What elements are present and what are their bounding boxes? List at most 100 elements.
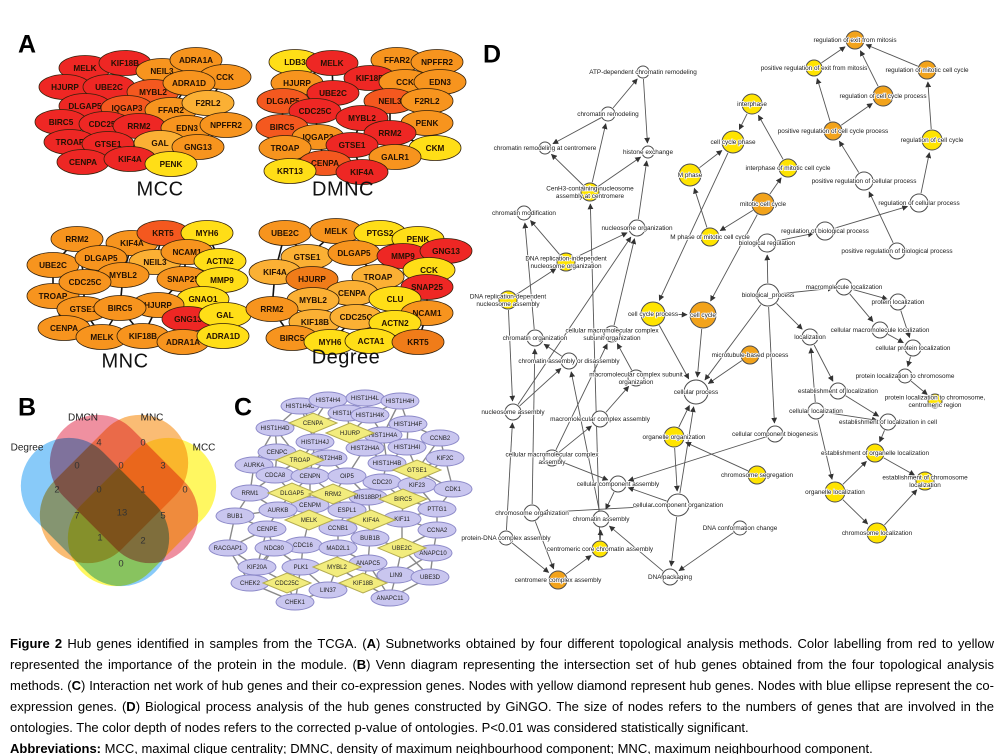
svg-text:MYBL2: MYBL2 [299, 296, 327, 305]
go-term-label: macromolecular complex subunit organizati… [589, 372, 683, 386]
go-term-label: establishment of organelle localization [821, 450, 929, 457]
go-term-node [538, 141, 552, 155]
svg-text:LDB3: LDB3 [284, 58, 306, 67]
go-term-label: DNA replication-dependent nucleosome asse… [470, 294, 547, 308]
coexpression-gene-node: BUB1B [350, 529, 390, 547]
go-term-node [523, 504, 541, 522]
go-term-label: chromosome organization [495, 510, 569, 517]
go-term-node [526, 329, 544, 347]
svg-text:GALR1: GALR1 [381, 153, 409, 162]
svg-text:KIF23: KIF23 [409, 483, 426, 489]
go-term-label: positive regulation of exit from mitosis [761, 65, 868, 72]
subnetwork-label-mnc: MNC [101, 350, 149, 373]
coexpression-gene-node: PTTG1 [417, 500, 457, 518]
hub-gene-node: BIRC5 [377, 488, 429, 510]
go-term-label: chromatin modification [492, 210, 556, 217]
go-term-node [663, 426, 685, 448]
go-term-label: biological_process [742, 292, 795, 299]
svg-text:NPFFR2: NPFFR2 [210, 121, 242, 130]
hub-gene-node: HJURP [324, 422, 376, 444]
venn-count: 0 [118, 460, 124, 472]
svg-text:PTGS2: PTGS2 [367, 229, 394, 238]
svg-text:GTSE1: GTSE1 [407, 468, 427, 474]
svg-text:KIF11: KIF11 [394, 517, 410, 523]
panel-b-letter: B [17, 393, 37, 422]
go-term-node [879, 413, 897, 431]
svg-text:PENK: PENK [160, 160, 183, 169]
svg-text:ADRA1D: ADRA1D [206, 332, 240, 341]
coexpression-gene-node: HIST1H4D [255, 419, 295, 437]
svg-text:BIRC5: BIRC5 [280, 334, 305, 343]
go-term-label: chromatin assembly [573, 516, 631, 523]
go-term-label: microtubule-based process [712, 352, 789, 359]
svg-text:HJURP: HJURP [298, 275, 326, 284]
caption-text: Figure 2 Hub genes identified in samples… [10, 636, 994, 736]
go-term-label: positive regulation of cellular process [812, 178, 917, 185]
coexpression-gene-node: HIST1H4J [295, 433, 335, 451]
svg-text:CDC25C: CDC25C [275, 581, 300, 587]
svg-text:SNAP25: SNAP25 [411, 283, 443, 292]
go-term-label: protein localization to chromosome [856, 373, 955, 380]
svg-text:HIST1H4E: HIST1H4E [333, 411, 362, 417]
coexpression-gene-node: KIF20A [237, 558, 277, 576]
go-term-label: histone exchange [623, 149, 674, 156]
go-term-node [854, 171, 874, 191]
svg-text:ANAPC11: ANAPC11 [377, 596, 405, 602]
go-term-node [543, 449, 561, 467]
go-term-label: protein localization [872, 299, 925, 306]
go-term-node [829, 382, 847, 400]
go-term-node [757, 233, 777, 253]
svg-text:RRM1: RRM1 [241, 491, 259, 497]
coexpression-gene-node: CDK1 [433, 480, 473, 498]
go-term-node [580, 182, 600, 202]
panel-c-letter: C [233, 393, 253, 422]
svg-text:CDC25C: CDC25C [340, 313, 373, 322]
go-term-node [636, 65, 650, 79]
svg-text:MYH6: MYH6 [319, 338, 342, 347]
svg-text:BUB1B: BUB1B [360, 536, 380, 542]
go-term-label: ATP-dependent chromatin remodeling [589, 69, 697, 76]
go-term-node [556, 252, 576, 272]
svg-text:HIST1H4A: HIST1H4A [369, 433, 398, 439]
svg-text:MELK: MELK [324, 227, 347, 236]
svg-text:TROAP: TROAP [56, 138, 85, 147]
svg-text:CENPA: CENPA [311, 159, 339, 168]
go-term-label: macromolecule localization [806, 284, 883, 291]
coexpression-gene-node: CENPE [247, 520, 287, 538]
svg-text:HIST1H4F: HIST1H4F [394, 422, 423, 428]
coexpression-gene-node: KIF2C [425, 449, 465, 467]
go-term-label: cell cycle phase [710, 139, 756, 146]
svg-text:HIST1H4J: HIST1H4J [301, 440, 329, 446]
venn-count: 4 [96, 437, 102, 449]
svg-text:UBE2C: UBE2C [392, 546, 413, 552]
svg-text:CCK: CCK [396, 78, 414, 87]
svg-text:KRT5: KRT5 [152, 229, 174, 238]
svg-text:CDK1: CDK1 [445, 487, 462, 493]
svg-text:KRT5: KRT5 [407, 338, 429, 347]
svg-text:MELK: MELK [301, 518, 317, 524]
go-term-label: chromatin remodeling at centromere [494, 145, 597, 152]
go-term-label: interphase [737, 101, 767, 108]
coexpression-gene-node: CCNA2 [417, 521, 457, 539]
svg-text:CENPA: CENPA [303, 421, 323, 427]
venn-count: 2 [54, 484, 60, 496]
coexpression-gene-node: CCNB2 [420, 429, 460, 447]
go-term-label: regulation of cellular process [878, 200, 959, 207]
go-term-node [824, 481, 846, 503]
venn-count: 1 [97, 532, 103, 544]
svg-text:NDC80: NDC80 [264, 546, 284, 552]
svg-text:FFAR2: FFAR2 [158, 106, 184, 115]
svg-text:MYBL2: MYBL2 [109, 271, 137, 280]
svg-text:GNG13: GNG13 [184, 143, 212, 152]
coexpression-gene-node: KIF11 [382, 510, 422, 528]
svg-text:MYH6: MYH6 [196, 229, 219, 238]
svg-text:KIF18B: KIF18B [356, 74, 384, 83]
go-term-label: chromosome localization [842, 530, 913, 537]
go-term-label: cellular component organization [633, 502, 724, 509]
svg-text:CENPE: CENPE [257, 527, 278, 533]
svg-text:CCNB1: CCNB1 [328, 526, 349, 532]
svg-text:PTTG1: PTTG1 [427, 507, 447, 513]
svg-text:CCK: CCK [216, 73, 234, 82]
